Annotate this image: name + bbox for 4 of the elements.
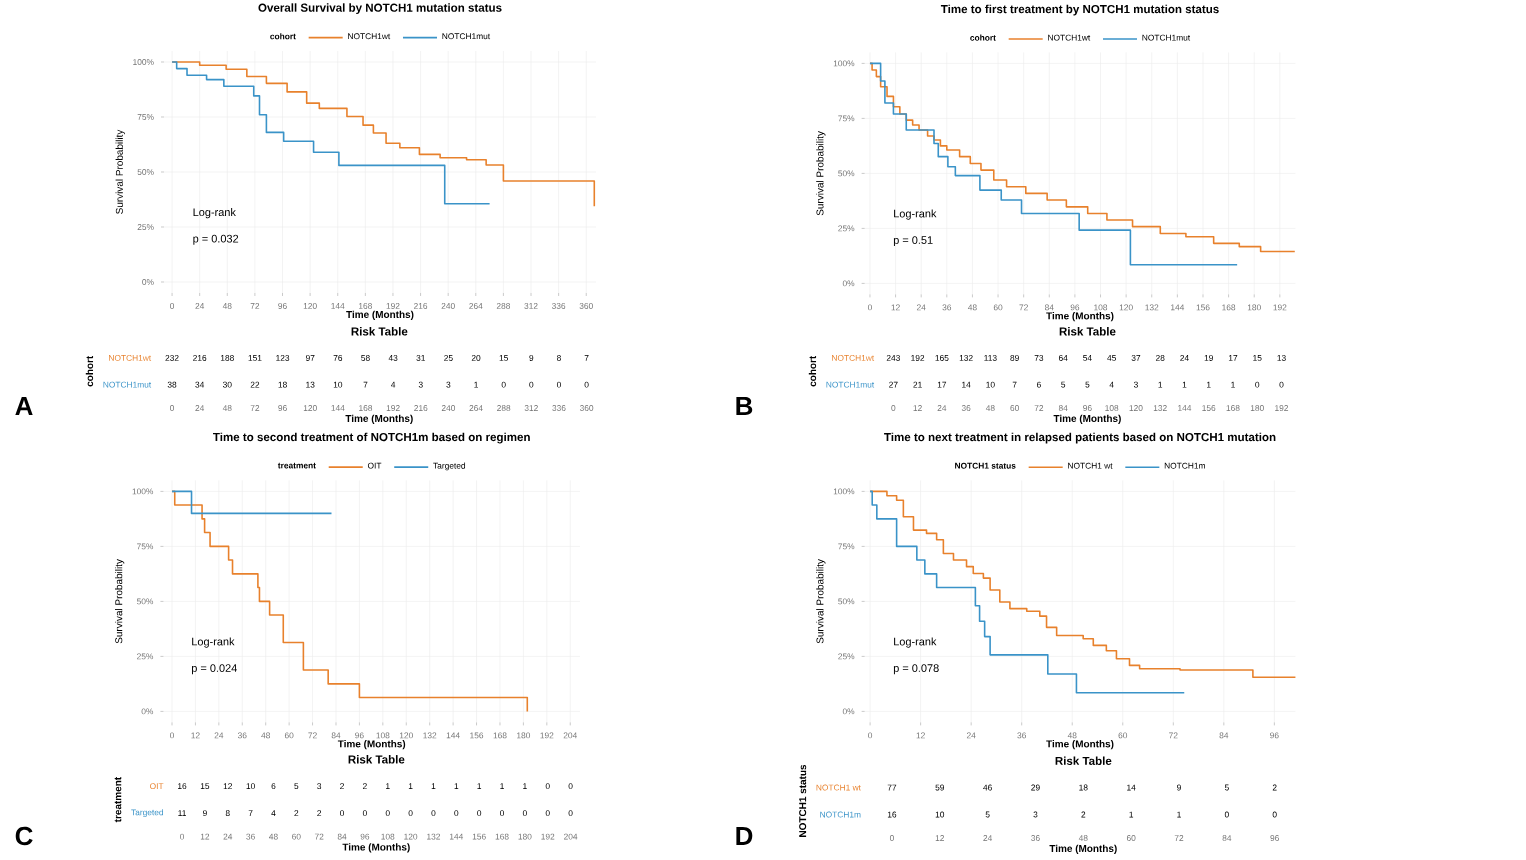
text: D <box>736 827 753 845</box>
text: C <box>15 826 33 846</box>
text: A <box>15 397 33 415</box>
text: B <box>736 397 753 415</box>
